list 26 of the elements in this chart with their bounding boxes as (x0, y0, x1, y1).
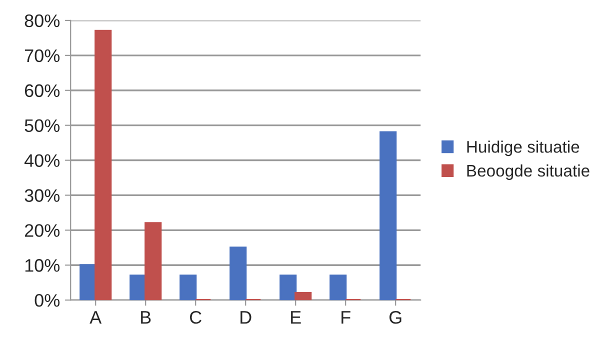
y-tick-label: 80% (24, 14, 60, 28)
x-tick-label: F (342, 311, 350, 324)
bar (144, 222, 162, 300)
y-tick-label: 40% (24, 154, 60, 167)
x-tick-label: A (90, 311, 102, 324)
bar (230, 246, 247, 300)
x-tick-label: G (389, 310, 402, 324)
legend-label: Huidige situatie (467, 140, 580, 156)
y-tick-label: 70% (24, 49, 60, 62)
x-tick-label: E (291, 311, 301, 324)
x-tick-label: B (141, 311, 151, 324)
bar (380, 131, 397, 300)
bar (294, 292, 312, 300)
legend-label: Beoogde situatie (467, 164, 590, 180)
bar (280, 274, 297, 300)
bar (180, 274, 197, 300)
y-tick-label: 30% (24, 189, 60, 202)
x-tick-label: D (240, 311, 252, 324)
y-tick-label: 0% (34, 294, 60, 307)
x-tick-label: C (190, 310, 202, 324)
bar (330, 274, 347, 300)
y-tick-label: 20% (24, 224, 60, 237)
y-tick-label: 60% (24, 84, 60, 98)
bar (94, 30, 112, 300)
y-tick-label: 10% (25, 259, 60, 272)
y-tick-label: 50% (24, 119, 60, 132)
